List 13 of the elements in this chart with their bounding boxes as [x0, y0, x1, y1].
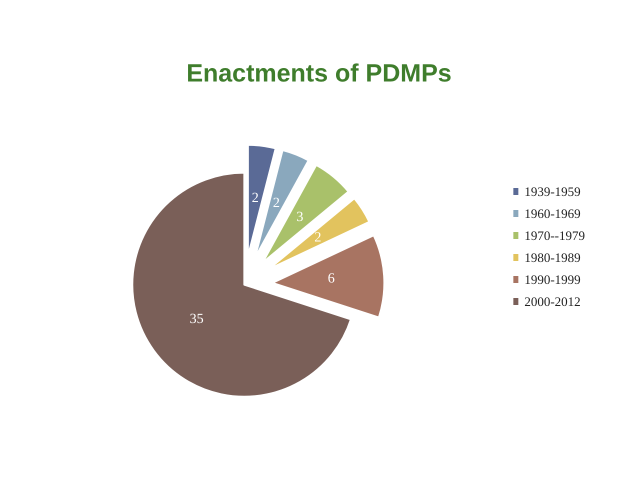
legend-label: 1990-1999: [524, 272, 581, 287]
data-label: 2: [272, 196, 280, 212]
legend-label: 1980-1989: [524, 250, 581, 265]
chart-title: Enactments of PDMPs: [186, 60, 452, 88]
legend-label: 2000-2012: [524, 294, 581, 309]
data-label: 35: [190, 312, 204, 327]
data-label: 2: [314, 230, 322, 246]
legend-label: 1939-1959: [524, 184, 581, 199]
data-label: 6: [328, 272, 335, 287]
legend-label: 1960-1969: [524, 206, 581, 221]
data-label: 3: [296, 210, 304, 226]
legend-label: 1970--1979: [524, 228, 586, 243]
data-label: 2: [252, 190, 259, 206]
